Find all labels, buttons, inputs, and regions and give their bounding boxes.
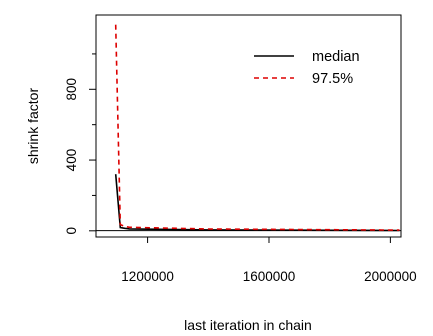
- plot-lines: [96, 24, 401, 232]
- x-tick-label: 1600000: [243, 269, 296, 284]
- y-axis: 0 400 800: [64, 53, 96, 235]
- series-line-upper: [114, 24, 400, 231]
- x-tick-label: 2000000: [364, 269, 417, 284]
- x-tick-label: 1200000: [121, 269, 174, 284]
- y-tick-label: 800: [64, 78, 79, 101]
- y-axis-title: shrink factor: [25, 88, 41, 165]
- series-line-median: [114, 174, 400, 232]
- legend-label: 97.5%: [312, 71, 353, 87]
- x-axis-title: last iteration in chain: [184, 317, 312, 333]
- legend-label: median: [312, 49, 360, 65]
- y-tick-label: 400: [64, 149, 79, 172]
- legend: median 97.5%: [254, 49, 360, 87]
- plot-box: [95, 14, 402, 238]
- y-tick-label: 0: [64, 227, 79, 235]
- x-axis: 1200000 1600000 2000000: [121, 237, 417, 284]
